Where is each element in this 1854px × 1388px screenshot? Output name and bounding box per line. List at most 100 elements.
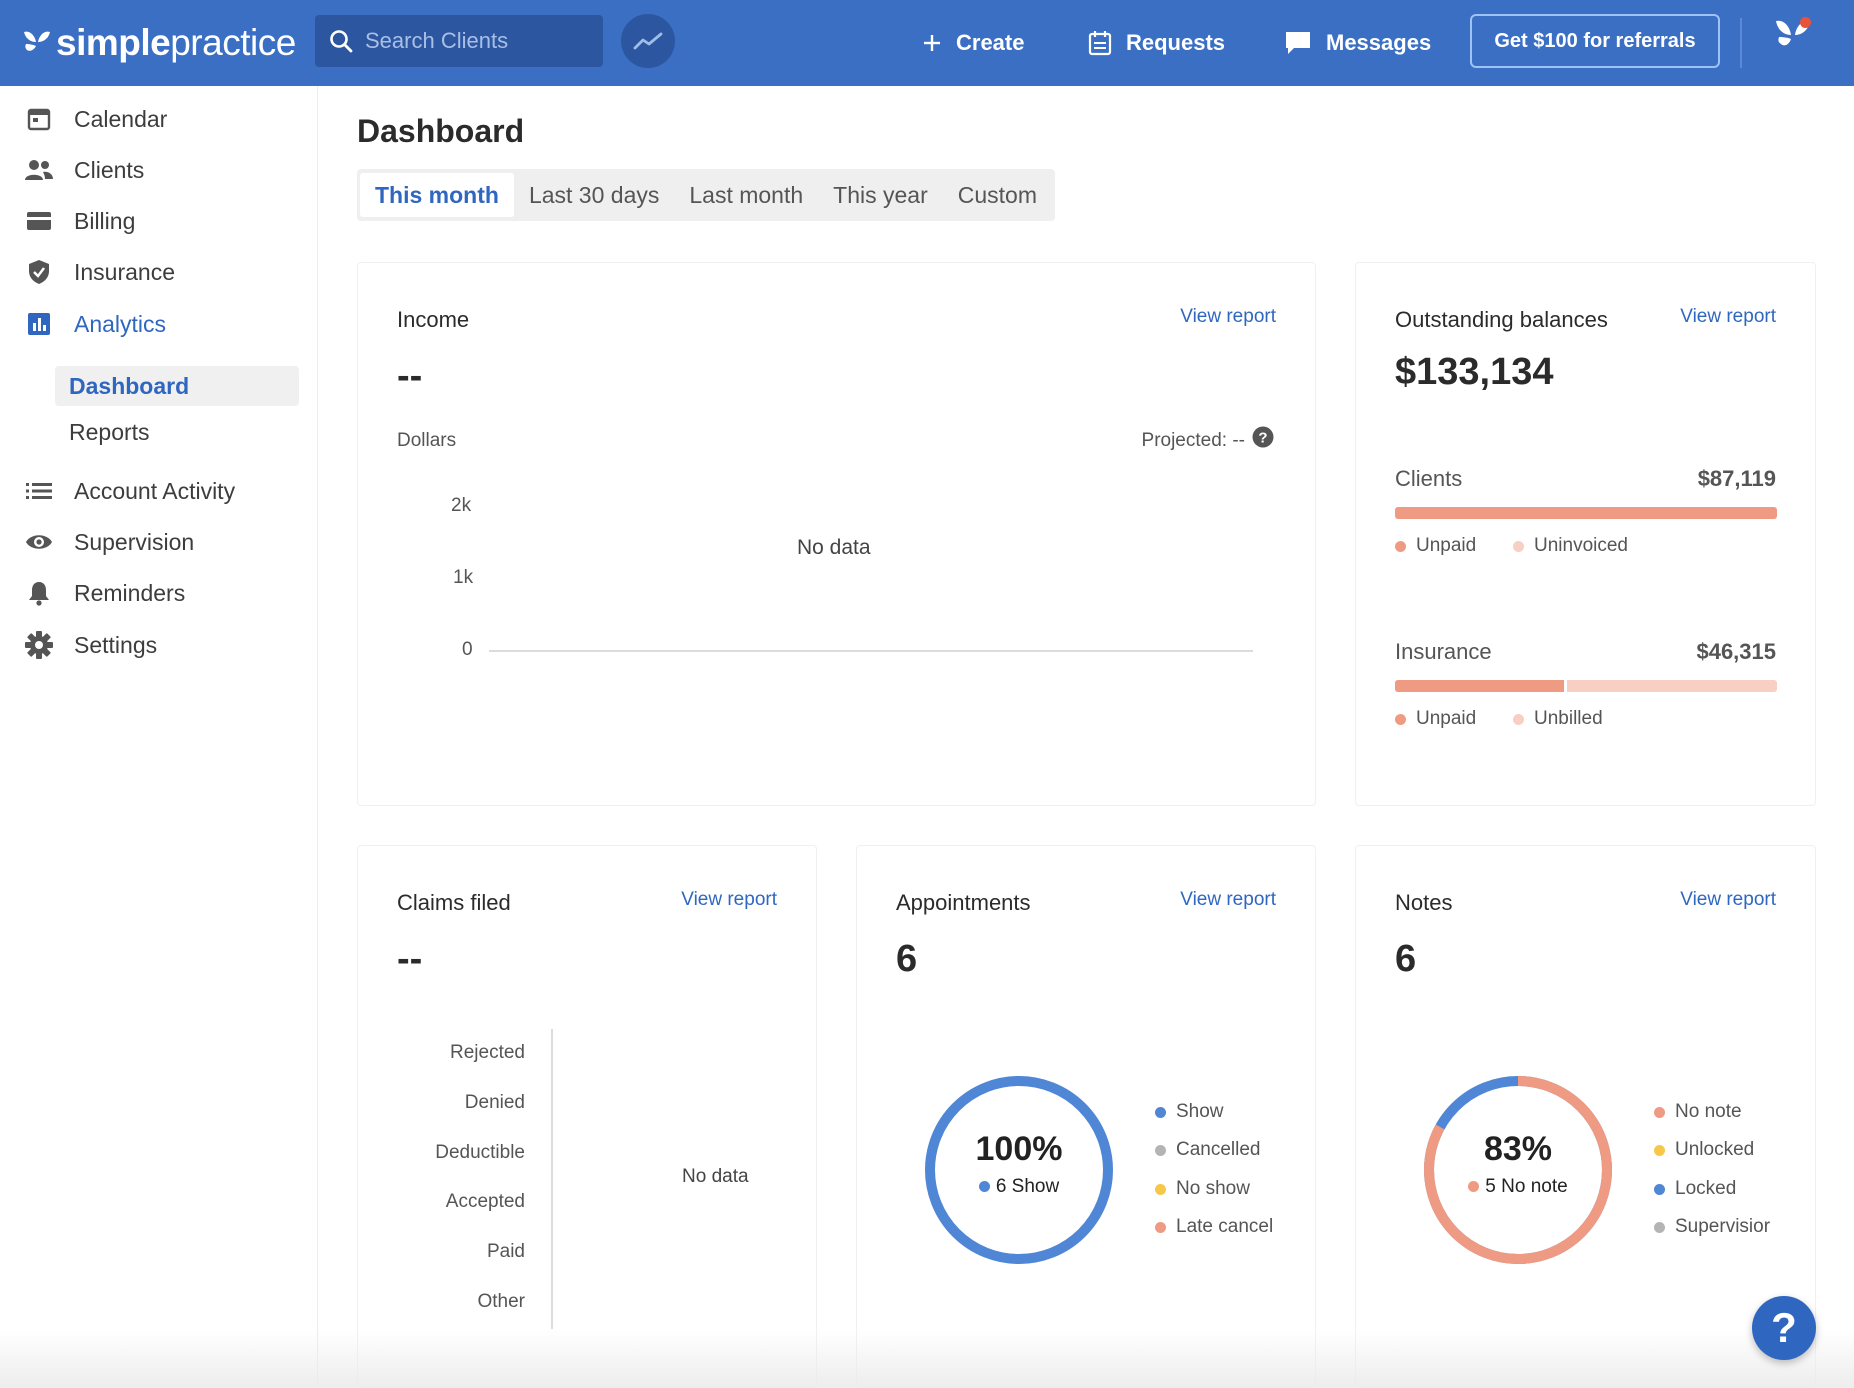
claims-category-accepted: Accepted <box>445 1191 525 1212</box>
list-icon <box>24 476 54 506</box>
legend-label: Supervisior <box>1675 1216 1771 1237</box>
appointments-card: Appointments View report 6 100% 6 Show S… <box>856 845 1316 1388</box>
legend-uninvoiced: Uninvoiced <box>1513 535 1628 557</box>
legend-locked: Locked <box>1654 1178 1736 1200</box>
claims-category-paid: Paid <box>486 1241 525 1262</box>
legend-show: Show <box>1155 1101 1224 1123</box>
sidebar-item-label: Calendar <box>74 105 168 132</box>
logo-text-practice: practice <box>170 22 296 63</box>
clients-unpaid-bar <box>1395 507 1777 519</box>
clients-icon <box>24 155 54 185</box>
income-tick-2k: 2k <box>451 495 472 516</box>
referral-button[interactable]: Get $100 for referrals <box>1470 14 1720 68</box>
billing-icon <box>24 206 54 236</box>
income-projected: Projected: -- <box>1141 430 1245 451</box>
legend-unpaid: Unpaid <box>1395 708 1476 730</box>
legend-label: Show <box>1176 1101 1224 1122</box>
tab-custom[interactable]: Custom <box>957 181 1037 208</box>
analytics-shortcut-button[interactable] <box>621 14 675 68</box>
claims-view-report-link[interactable]: View report <box>681 889 777 910</box>
show-dot <box>1155 1106 1166 1118</box>
income-unit-label: Dollars <box>397 430 457 451</box>
requests-button[interactable]: Requests <box>1088 0 1225 86</box>
sidebar-item-label: Clients <box>74 156 145 183</box>
sidebar-item-label: Settings <box>74 631 158 658</box>
sidebar-item-clients[interactable]: Clients <box>24 155 144 185</box>
messages-button[interactable]: Messages <box>1284 0 1431 86</box>
outstanding-view-report-link[interactable]: View report <box>1680 306 1776 327</box>
claims-no-data: No data <box>682 1166 749 1187</box>
legend-late-cancel: Late cancel <box>1155 1216 1273 1238</box>
legend-label: Unpaid <box>1416 535 1477 556</box>
unpaid-dot <box>1395 540 1406 552</box>
locked-dot <box>1654 1183 1665 1195</box>
date-range-tabs: This month Last 30 days Last month This … <box>357 169 1055 221</box>
no-note-dot <box>1468 1181 1480 1193</box>
legend-label: Unlocked <box>1675 1139 1755 1160</box>
sidebar-item-analytics[interactable]: Analytics <box>24 309 166 339</box>
sidebar-item-billing[interactable]: Billing <box>24 206 135 236</box>
claims-category-other: Other <box>477 1291 525 1312</box>
search-input[interactable] <box>365 28 585 54</box>
sidebar-item-reminders[interactable]: Reminders <box>24 578 185 608</box>
claims-filed-card: Claims filed View report -- Rejected Den… <box>357 845 817 1388</box>
income-title: Income <box>397 307 470 332</box>
sidebar-item-settings[interactable]: Settings <box>24 630 157 660</box>
notes-value: 6 <box>1395 938 1417 980</box>
outstanding-value: $133,134 <box>1395 351 1554 393</box>
tab-last-month[interactable]: Last month <box>689 181 804 208</box>
tab-this-year[interactable]: This year <box>833 181 928 208</box>
late-cancel-dot <box>1155 1221 1166 1233</box>
appointments-show-arc <box>925 1076 1113 1264</box>
clients-balance-value: $87,119 <box>1697 466 1776 491</box>
trend-line-icon <box>633 32 663 50</box>
legend-label: Unpaid <box>1416 708 1477 729</box>
search-box[interactable] <box>315 15 603 67</box>
sidebar-subitem-reports[interactable]: Reports <box>69 418 150 445</box>
income-view-report-link[interactable]: View report <box>1180 306 1276 327</box>
claims-category-deductible: Deductible <box>435 1142 525 1163</box>
sidebar-subitem-dashboard[interactable]: Dashboard <box>55 366 299 406</box>
clients-balance-label: Clients <box>1395 466 1463 491</box>
income-card: Income View report -- Dollars Projected:… <box>357 262 1316 806</box>
notes-view-report-link[interactable]: View report <box>1680 889 1776 910</box>
header-divider <box>1740 18 1742 68</box>
legend-label: No note <box>1675 1101 1742 1122</box>
help-button[interactable]: ? <box>1752 1296 1816 1360</box>
legend-no-show: No show <box>1155 1178 1250 1200</box>
help-circle-icon[interactable]: ? <box>1252 426 1274 448</box>
unbilled-dot <box>1513 713 1524 725</box>
claims-axis-line <box>551 1029 553 1329</box>
bell-icon <box>24 578 54 608</box>
chat-bubble-icon <box>1286 32 1310 54</box>
clients-balance-bar <box>1395 507 1777 519</box>
legend-label: Cancelled <box>1176 1139 1261 1160</box>
claims-category-denied: Denied <box>464 1092 525 1113</box>
sidebar-item-label: Account Activity <box>74 477 236 504</box>
simplepractice-logo[interactable]: simple practice <box>22 18 296 68</box>
sidebar-item-account-activity[interactable]: Account Activity <box>24 476 235 506</box>
show-dot <box>978 1181 990 1193</box>
income-value: -- <box>397 355 423 397</box>
legend-label: Locked <box>1675 1178 1737 1199</box>
sidebar-item-insurance[interactable]: Insurance <box>24 257 175 287</box>
no-show-dot <box>1155 1183 1166 1195</box>
tab-this-month[interactable]: This month <box>360 173 514 217</box>
legend-supervisior: Supervisior <box>1654 1216 1779 1238</box>
sidebar-item-calendar[interactable]: Calendar <box>24 104 167 134</box>
create-button[interactable]: Create <box>922 0 1024 86</box>
legend-label: No show <box>1176 1178 1250 1199</box>
claims-category-rejected: Rejected <box>450 1042 525 1063</box>
sidebar-item-label: Supervision <box>74 528 195 555</box>
notes-donut-sub: 5 No note <box>1418 1176 1618 1198</box>
tab-last-30-days[interactable]: Last 30 days <box>528 181 660 208</box>
legend-label: Late cancel <box>1176 1216 1274 1237</box>
notes-card: Notes View report 6 83% 5 No note No not… <box>1355 845 1816 1388</box>
sidebar-item-supervision[interactable]: Supervision <box>24 527 194 557</box>
analytics-icon <box>24 309 54 339</box>
appointments-title: Appointments <box>896 890 1031 915</box>
eye-icon <box>24 527 54 557</box>
notes-donut <box>1424 1076 1612 1264</box>
appointments-view-report-link[interactable]: View report <box>1180 889 1276 910</box>
